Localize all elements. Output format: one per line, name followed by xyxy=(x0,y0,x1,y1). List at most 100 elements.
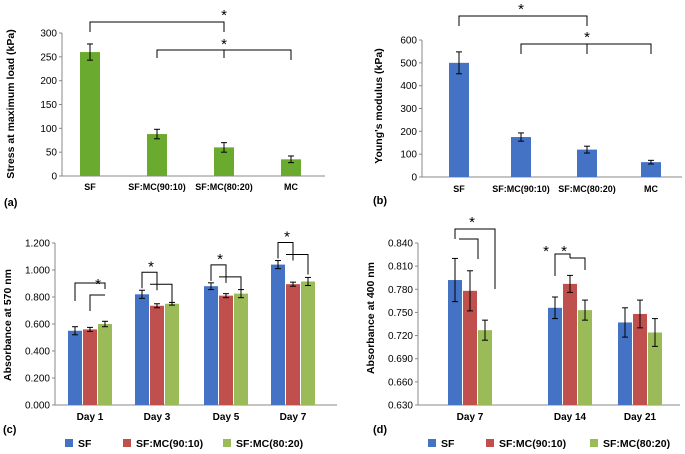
panel-b-label: (b) xyxy=(373,195,387,207)
panel-d-y-tick-label: 0.690 xyxy=(388,354,413,365)
panel-a-bar xyxy=(281,159,301,176)
panel-d-y-tick-label: 0.660 xyxy=(388,377,413,388)
panel-c-bar xyxy=(271,264,285,405)
panel-c-significance-bracket xyxy=(89,294,105,311)
panel-d-legend-swatch xyxy=(590,439,598,447)
panel-c-bar xyxy=(150,305,164,405)
panel-b-y-tick-label: 100 xyxy=(400,150,417,161)
panel-b-y-tick-label: 500 xyxy=(400,58,417,69)
panel-d-bar xyxy=(578,310,592,405)
panel-a-bar xyxy=(147,134,167,176)
panel-c-significance-bracket xyxy=(286,254,309,275)
panel-b-bar xyxy=(641,162,661,177)
panel-c-legend-swatch xyxy=(223,439,231,447)
panel-b-y-axis-label: Young's modulus (kPa) xyxy=(373,48,385,163)
panel-c-legend-label: SF:MC(90:10) xyxy=(136,438,203,450)
panel-b-bar xyxy=(577,149,597,177)
panel-d-legend-label: SF:MC(80:20) xyxy=(603,438,670,450)
panel-c-bar xyxy=(204,286,218,405)
panel-c-y-tick-label: 1.000 xyxy=(25,266,50,277)
panel-a-y-tick-label: 150 xyxy=(40,100,57,111)
panel-c-legend-label: SF xyxy=(78,438,92,450)
panel-c-bar xyxy=(83,329,97,405)
panel-b-significance-bracket xyxy=(458,15,588,26)
panel-a-y-tick-label: 300 xyxy=(40,29,57,40)
panel-b-significance-bracket xyxy=(520,43,652,54)
panel-a-category-label: SF:MC(80:20) xyxy=(195,182,253,192)
panel-a-y-tick-label: 200 xyxy=(40,76,57,87)
panel-c-category-label: Day 5 xyxy=(213,412,240,423)
panel-b-category-label: MC xyxy=(644,184,658,194)
panel-d-y-tick-label: 0.810 xyxy=(388,262,413,273)
panel-d-bar xyxy=(618,322,632,405)
panel-c-category-label: Day 1 xyxy=(77,412,104,423)
panel-b-category-label: SF:MC(90:10) xyxy=(492,184,550,194)
panel-d-legend-label: SF xyxy=(441,438,455,450)
panel-d-label: (d) xyxy=(373,424,387,436)
panel-d-significance-bracket xyxy=(554,253,571,276)
panel-c-significance-bracket xyxy=(210,264,227,283)
panel-c-legend-swatch xyxy=(65,439,73,447)
panel-a-y-tick-label: 0 xyxy=(51,172,57,183)
panel-d-y-tick-label: 0.780 xyxy=(388,285,413,296)
panel-d-category-label: Day 21 xyxy=(624,412,657,423)
panel-c-bar xyxy=(234,293,248,405)
panel-b-y-tick-label: 400 xyxy=(400,81,417,92)
panel-d-significance-star: * xyxy=(561,243,567,260)
panel-d-y-tick-label: 0.840 xyxy=(388,239,413,250)
panel-a-label: (a) xyxy=(4,197,18,209)
panel-c-significance-bracket xyxy=(150,283,173,305)
panel-a-y-tick-label: 50 xyxy=(46,148,58,159)
panel-c-bar xyxy=(219,295,233,405)
panel-d-bar xyxy=(478,330,492,405)
panel-b-y-tick-label: 300 xyxy=(400,104,417,115)
panel-c-y-axis-label: Absorbance at 570 nm xyxy=(2,269,14,381)
panel-d-y-tick-label: 0.750 xyxy=(388,308,413,319)
panel-d-y-axis-label: Absorbance at 400 nm xyxy=(365,262,377,374)
panel-b-y-tick-label: 0 xyxy=(411,173,417,184)
panel-a-y-tick-label: 100 xyxy=(40,124,57,135)
panel-c-significance-star: * xyxy=(217,251,223,268)
panel-c-legend-swatch xyxy=(123,439,131,447)
panel-b-significance-star: * xyxy=(518,1,524,18)
panel-c-bar xyxy=(301,281,315,405)
panel-a-category-label: SF:MC(90:10) xyxy=(128,182,186,192)
panel-c-significance-bracket xyxy=(277,242,294,261)
panel-c-y-tick-label: 0.600 xyxy=(25,320,50,331)
panel-a-bar xyxy=(80,52,100,176)
panel-b-category-label: SF xyxy=(453,184,465,194)
panel-a-significance-bracket xyxy=(89,21,225,32)
panel-a-category-label: MC xyxy=(284,182,298,192)
panel-d-y-tick-label: 0.630 xyxy=(388,401,413,412)
panel-c-y-tick-label: 0.000 xyxy=(25,401,50,412)
panel-d-bar xyxy=(633,313,647,405)
panel-a-y-tick-label: 250 xyxy=(40,52,57,63)
panel-c-bar xyxy=(98,324,112,405)
panel-d-significance-star: * xyxy=(543,243,549,260)
panel-c-significance-star: * xyxy=(95,276,101,293)
panel-c-significance-star: * xyxy=(148,258,154,275)
panel-d-significance-star: * xyxy=(469,214,475,231)
panel-b-category-label: SF:MC(80:20) xyxy=(558,184,616,194)
panel-b-significance-star: * xyxy=(584,29,590,46)
panel-a-category-label: SF xyxy=(84,182,96,192)
panel-d-legend-swatch xyxy=(486,439,494,447)
panel-b-bar xyxy=(511,137,531,177)
panel-c-y-tick-label: 1.200 xyxy=(25,239,50,250)
panel-d-significance-bracket xyxy=(454,228,496,289)
panel-c-category-label: Day 3 xyxy=(144,412,171,423)
panel-a-significance-star: * xyxy=(221,36,227,53)
panel-c-bar xyxy=(165,303,179,405)
panel-b-y-tick-label: 600 xyxy=(400,36,417,47)
panel-a-y-axis-label: Stress at maximum load (kPa) xyxy=(5,29,17,178)
panel-c-category-label: Day 7 xyxy=(280,412,307,423)
panel-d-bar xyxy=(563,283,577,405)
panel-d-category-label: Day 7 xyxy=(457,412,484,423)
panel-c-bar xyxy=(286,284,300,405)
panel-c-bar xyxy=(68,330,82,405)
panel-d-y-tick-label: 0.720 xyxy=(388,331,413,342)
panel-c-significance-bracket xyxy=(74,282,106,301)
panel-d-significance-bracket xyxy=(570,257,586,270)
panel-d-legend-swatch xyxy=(428,439,436,447)
